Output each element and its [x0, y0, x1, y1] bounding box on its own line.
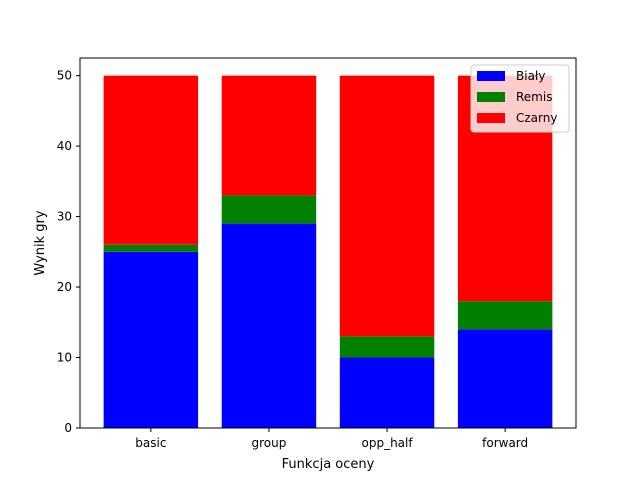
y-axis-label: Wynik gry [33, 210, 48, 275]
y-tick-label: 40 [57, 139, 72, 153]
legend-label-series-0: Biały [516, 69, 545, 83]
bar-forward-series-0 [457, 329, 553, 428]
y-axis: 0 10 20 30 40 50 [57, 69, 80, 435]
bar-forward-series-1 [457, 301, 553, 330]
legend-swatch-series-1 [477, 92, 505, 102]
bars-layer [103, 75, 553, 428]
y-tick-label: 20 [57, 280, 72, 294]
bar-opp_half-series-1 [339, 336, 435, 358]
y-tick-label: 10 [57, 351, 72, 365]
bar-group-series-0 [221, 223, 317, 428]
x-tick-label: opp_half [362, 436, 414, 450]
bar-group-series-2 [221, 75, 317, 196]
legend-swatch-series-0 [477, 71, 505, 81]
bar-basic-series-1 [103, 244, 199, 252]
x-axis: basic group opp_half forward [135, 428, 528, 450]
x-axis-label: Funkcja oceny [282, 457, 375, 472]
legend-label-series-1: Remis [516, 90, 552, 104]
y-tick-label: 50 [57, 69, 72, 83]
bar-group-series-1 [221, 195, 317, 224]
bar-opp_half-series-0 [339, 357, 435, 428]
y-tick-label: 0 [64, 421, 72, 435]
bar-opp_half-series-2 [339, 75, 435, 337]
legend: Biały Remis Czarny [470, 64, 570, 133]
legend-label-series-2: Czarny [516, 111, 557, 125]
bar-basic-series-0 [103, 251, 199, 428]
plot-frame [79, 57, 577, 429]
y-tick-label: 30 [57, 210, 72, 224]
x-tick-label: group [252, 436, 287, 450]
legend-swatch-series-2 [477, 113, 505, 123]
x-tick-label: basic [135, 436, 166, 450]
bar-basic-series-2 [103, 75, 199, 245]
x-tick-label: forward [482, 436, 528, 450]
